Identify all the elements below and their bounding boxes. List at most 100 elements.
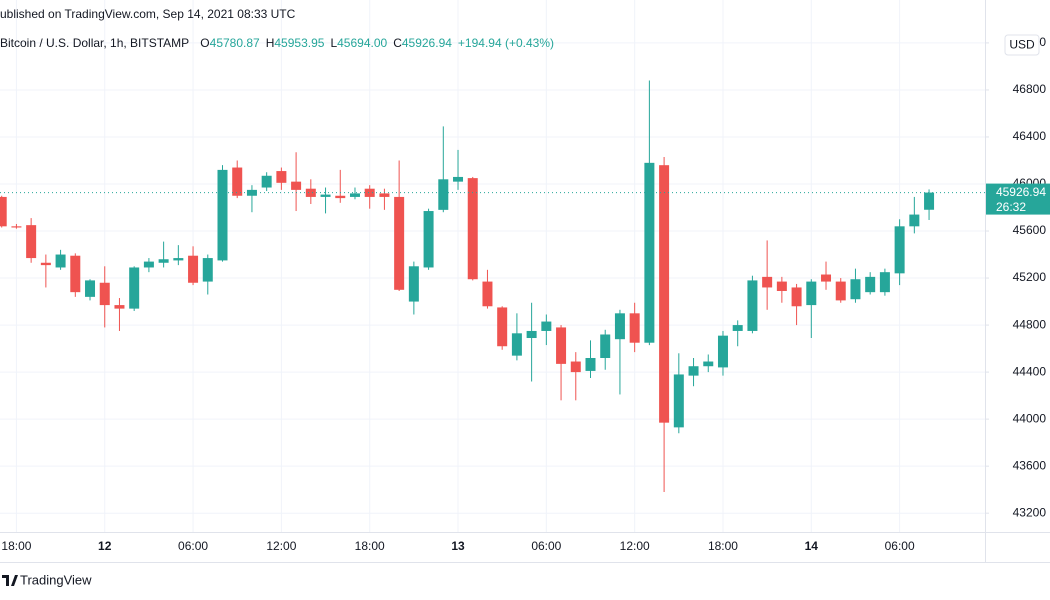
y-tick-label: 46800 <box>1013 82 1047 96</box>
candle-body <box>0 196 7 227</box>
legend-value: 45953.95 <box>274 36 324 50</box>
candle-body <box>55 254 66 268</box>
legend-value: 45694.00 <box>337 36 387 50</box>
legend: Bitcoin / U.S. Dollar, 1h, BITSTAMP O457… <box>0 36 554 50</box>
candle-body <box>453 176 464 182</box>
y-tick-label: 45200 <box>1013 270 1047 284</box>
x-tick-label: 06:00 <box>178 539 208 553</box>
candle-body <box>894 226 905 274</box>
legend-symbol: Bitcoin / U.S. Dollar, 1h, BITSTAMP <box>0 36 189 50</box>
candle-body <box>11 226 22 228</box>
candle-body <box>246 189 257 196</box>
candle-body <box>924 192 935 210</box>
currency[interactable]: USD <box>1009 38 1035 52</box>
candle-body <box>541 321 552 331</box>
candle-body <box>85 280 96 297</box>
candle-body <box>806 281 817 306</box>
y-tick-label: 45600 <box>1013 223 1047 237</box>
y-tick-label: 44800 <box>1013 317 1047 331</box>
candle-body <box>202 258 213 282</box>
x-tick-label: 12 <box>98 539 112 553</box>
footer-brand: TradingView <box>20 572 92 587</box>
candle-body <box>423 211 434 268</box>
legend-key: L <box>330 36 337 50</box>
candle-body <box>835 281 846 301</box>
candle-body <box>644 162 655 343</box>
legend-key: C <box>393 36 402 50</box>
x-tick-label: 06:00 <box>885 539 915 553</box>
legend-value: 45780.87 <box>210 36 260 50</box>
candle-body <box>865 276 876 293</box>
candle-body <box>438 179 449 210</box>
candle-body <box>320 194 331 197</box>
x-tick-label: 12:00 <box>620 539 650 553</box>
candle-body <box>556 327 567 364</box>
candles <box>0 80 985 493</box>
candle-body <box>526 330 537 339</box>
y-tick-label: 43600 <box>1013 458 1047 472</box>
candle-body <box>188 255 199 283</box>
legend-value: 45926.94 <box>402 36 452 50</box>
candle-body <box>158 259 169 263</box>
candle-body <box>570 361 581 373</box>
y-tick-label: 46400 <box>1013 129 1047 143</box>
candle-body <box>850 279 861 300</box>
candle-body <box>673 374 684 428</box>
y-tick-label: 44000 <box>1013 411 1047 425</box>
y-tick-label: 43200 <box>1013 505 1047 519</box>
published-note: ublished on TradingView.com, Sep 14, 202… <box>0 7 296 21</box>
price-tag-value: 45926.94 <box>996 185 1046 199</box>
x-tick-label: 06:00 <box>531 539 561 553</box>
candle-body <box>408 266 419 302</box>
x-tick-label: 18:00 <box>1 539 31 553</box>
footer-logo <box>2 575 18 586</box>
candle-body <box>821 274 832 282</box>
candle-body <box>732 325 743 331</box>
candle-body <box>129 267 140 309</box>
candle-body <box>143 261 154 268</box>
candle-body <box>114 305 125 309</box>
candle-body <box>629 313 640 343</box>
x-tick-label: 18:00 <box>355 539 385 553</box>
candle-body <box>791 287 802 307</box>
y-tick-label: 44400 <box>1013 364 1047 378</box>
candle-body <box>173 258 184 261</box>
candle-body <box>747 280 758 331</box>
currency-box[interactable] <box>1004 34 1040 56</box>
candle-body <box>276 171 287 183</box>
candle-body <box>688 366 699 376</box>
price-tag-box <box>986 183 1050 215</box>
candle-body <box>600 334 611 358</box>
candle-body <box>511 333 522 356</box>
candle-body <box>659 165 670 423</box>
legend-key: H <box>266 36 275 50</box>
logo-icon <box>2 575 18 586</box>
legend-key: O <box>200 36 209 50</box>
candle-body <box>585 357 596 371</box>
candle-body <box>614 313 625 340</box>
x-tick-label: 13 <box>451 539 465 553</box>
candle-body <box>261 175 272 188</box>
price-tag-countdown: 26:32 <box>996 200 1026 214</box>
candle-body <box>776 281 787 291</box>
candle-body <box>703 361 714 367</box>
candle-body <box>349 193 360 197</box>
candle-body <box>40 262 51 266</box>
candle-body <box>879 272 890 293</box>
candle-body <box>217 169 228 261</box>
candle-body <box>305 188 316 197</box>
legend-change: +194.94 (+0.43%) <box>458 36 554 50</box>
candle-body <box>335 195 346 199</box>
candle-body <box>232 167 243 196</box>
candle-body <box>467 178 478 280</box>
candle-body <box>70 255 81 293</box>
candle-body <box>379 193 390 197</box>
x-tick-label: 18:00 <box>708 539 738 553</box>
candle-body <box>909 214 920 227</box>
candle-body <box>497 307 508 347</box>
candle-body <box>717 335 728 368</box>
